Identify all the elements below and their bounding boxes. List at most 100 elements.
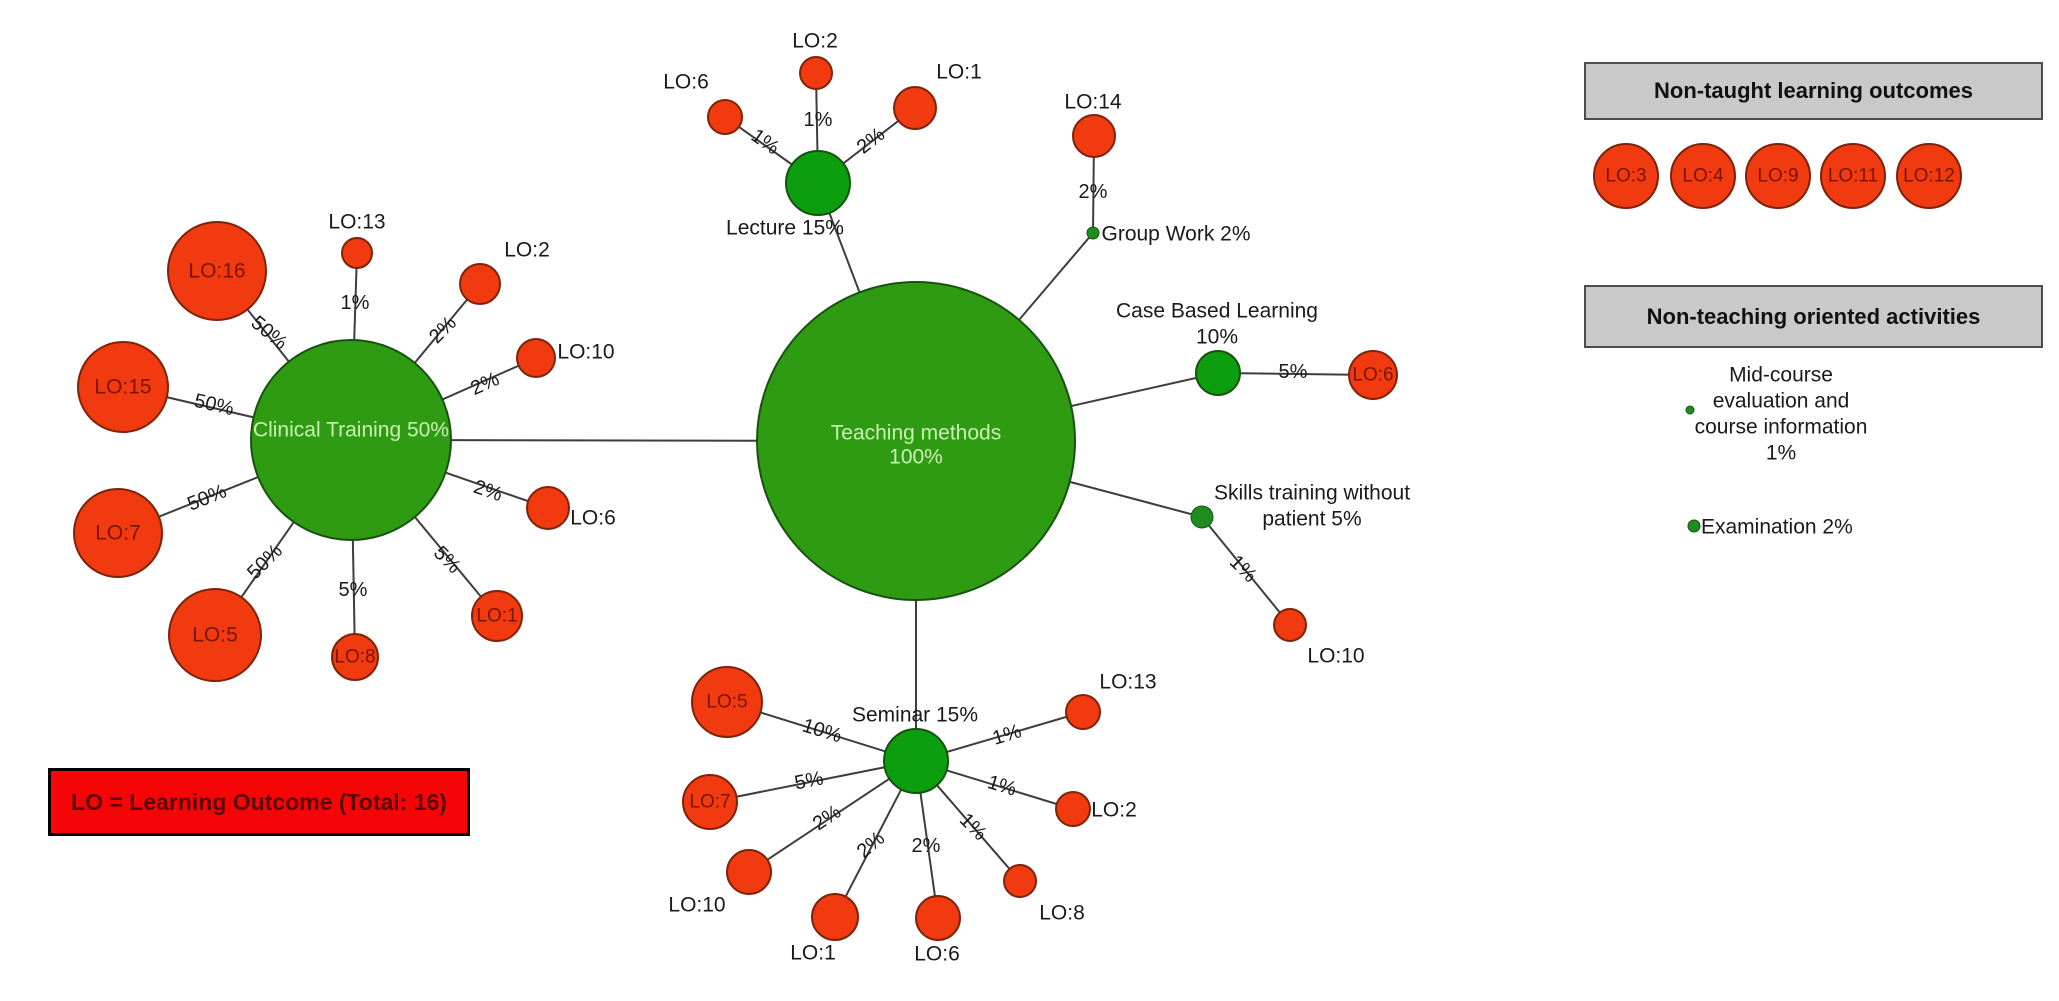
legend-lo12-label: LO:12 [1903, 166, 1955, 187]
seminar-label: Seminar 15% [852, 704, 978, 727]
edge-case-based-learning-cbl-lo6 [1217, 372, 1374, 376]
seminar-lo6-node [915, 895, 961, 941]
midcourse-dot-label: Mid-course [1729, 364, 1833, 387]
edge-skills-training-skills-lo10 [1201, 516, 1291, 626]
legend-lo4-label: LO:4 [1682, 166, 1724, 187]
edge-label-clinical-training-clinical-lo1: 5% [429, 542, 465, 578]
midcourse-dot-label: 1% [1766, 442, 1796, 465]
skills-training-label: Skills training without [1214, 482, 1410, 505]
clinical-lo2-node [459, 263, 501, 305]
seminar-lo8-label: LO:8 [1039, 902, 1085, 925]
legend-lo3-label: LO:3 [1605, 166, 1646, 187]
legend-lo11-label: LO:11 [1828, 166, 1878, 187]
clinical-lo16-label: LO:16 [188, 260, 245, 283]
clinical-lo16-node [167, 221, 267, 321]
edge-label-group-work-group-lo14: 2% [1079, 181, 1108, 203]
seminar-lo5-node [691, 666, 763, 738]
teaching-methods-label: 100% [889, 446, 943, 469]
seminar-lo10-label: LO:10 [668, 894, 725, 917]
seminar-lo7-node [682, 774, 738, 830]
legend-lo9-label: LO:9 [1757, 166, 1798, 187]
lecture-lo1-label: LO:1 [936, 61, 982, 84]
examination-dot-label: Examination 2% [1701, 516, 1853, 539]
clinical-training-label: Clinical Training 50% [253, 419, 449, 442]
legend-lo12-node [1896, 143, 1962, 209]
lecture-lo1-node [893, 86, 937, 130]
clinical-lo6-node [526, 486, 570, 530]
clinical-lo8-label: LO:8 [334, 647, 375, 668]
skills-lo10-node [1273, 608, 1307, 642]
edge-label-seminar-seminar-lo10: 2% [809, 801, 845, 836]
lecture-lo6-label: LO:6 [663, 71, 709, 94]
clinical-training-node [250, 339, 452, 541]
lecture-node [785, 150, 851, 216]
legend-lo3-node [1593, 143, 1659, 209]
clinical-lo13-node [341, 237, 373, 269]
clinical-lo6-label: LO:6 [570, 507, 616, 530]
skills-training-node [1190, 505, 1214, 529]
clinical-lo7-node [73, 488, 163, 578]
group-lo14-label: LO:14 [1064, 91, 1122, 114]
skills-lo10-label: LO:10 [1307, 645, 1364, 668]
seminar-lo13-node [1065, 694, 1101, 730]
edge-label-seminar-seminar-lo7: 5% [793, 767, 826, 794]
clinical-lo8-node [331, 633, 379, 681]
case-based-learning-node [1195, 350, 1241, 396]
edge-seminar-seminar-lo10 [748, 760, 917, 873]
edge-label-lecture-lecture-lo1: 2% [853, 123, 889, 158]
edge-label-lecture-lecture-lo2: 1% [804, 109, 833, 131]
seminar-lo2-node [1055, 791, 1091, 827]
seminar-lo6-label: LO:6 [914, 943, 960, 966]
seminar-node [883, 728, 949, 794]
edge-label-seminar-seminar-lo13: 1% [990, 720, 1024, 750]
legend-lo9-node [1745, 143, 1811, 209]
examination-dot-node [1687, 519, 1701, 533]
edge-seminar-seminar-lo7 [709, 760, 917, 803]
edge-label-seminar-seminar-lo1: 2% [853, 827, 889, 863]
edge-label-clinical-training-clinical-lo15: 50% [192, 390, 236, 420]
cbl-lo6-node [1348, 350, 1398, 400]
teaching-methods-label: Teaching methods [831, 422, 1001, 445]
non-teaching-legend-box: Non-teaching oriented activities [1584, 285, 2043, 348]
clinical-lo2-label: LO:2 [504, 239, 550, 262]
midcourse-dot-label: course information [1695, 416, 1868, 439]
clinical-lo5-node [168, 588, 262, 682]
non-teaching-legend-title: Non-teaching oriented activities [1646, 303, 1981, 329]
case-based-learning-label: Case Based Learning [1116, 300, 1318, 323]
clinical-lo1-label: LO:1 [476, 606, 517, 627]
case-based-learning-label: 10% [1196, 326, 1238, 349]
seminar-lo13-label: LO:13 [1099, 671, 1156, 694]
clinical-lo7-label: LO:7 [95, 522, 141, 545]
edge-label-seminar-seminar-lo5: 10% [800, 715, 845, 748]
edge-label-clinical-training-clinical-lo7: 50% [184, 480, 230, 515]
edge-label-seminar-seminar-lo6: 2% [912, 835, 941, 857]
seminar-lo10-node [726, 849, 772, 895]
clinical-lo15-node [77, 341, 169, 433]
non-taught-legend-title: Non-taught learning outcomes [1654, 78, 1973, 103]
clinical-lo15-label: LO:15 [94, 376, 151, 399]
seminar-lo2-label: LO:2 [1091, 799, 1137, 822]
legend-lo4-node [1670, 143, 1736, 209]
edge-label-seminar-seminar-lo8: 1% [955, 809, 991, 845]
skills-training-label: patient 5% [1262, 508, 1361, 531]
clinical-lo10-label: LO:10 [557, 341, 614, 364]
group-work-node [1086, 226, 1100, 240]
seminar-lo5-label: LO:5 [706, 692, 747, 713]
edge-label-clinical-training-clinical-lo10: 2% [467, 368, 503, 400]
seminar-lo7-label: LO:7 [689, 792, 730, 813]
clinical-lo1-node [471, 590, 523, 642]
midcourse-dot-label: evaluation and [1713, 390, 1850, 413]
lecture-lo2-node [799, 56, 833, 90]
lecture-lo2-label: LO:2 [792, 30, 838, 53]
edge-label-clinical-training-clinical-lo8: 5% [339, 579, 368, 601]
clinical-lo13-label: LO:13 [328, 211, 385, 234]
edge-label-case-based-learning-cbl-lo6: 5% [1279, 361, 1308, 383]
lecture-lo6-node [707, 99, 743, 135]
teaching-methods-node [756, 281, 1076, 601]
clinical-lo10-node [516, 338, 556, 378]
cbl-lo6-label: LO:6 [1352, 365, 1393, 386]
edge-label-clinical-training-clinical-lo5: 50% [243, 540, 287, 584]
lecture-label: Lecture 15% [726, 217, 844, 240]
